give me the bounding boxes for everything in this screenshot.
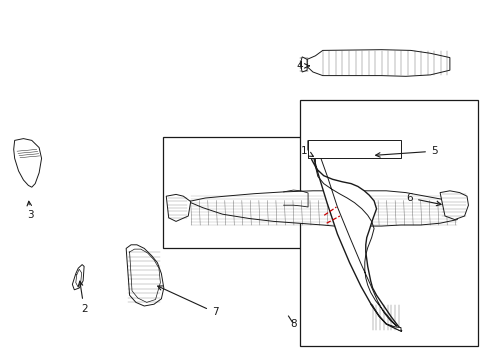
Polygon shape [300,57,306,72]
Polygon shape [439,191,468,220]
Text: 1: 1 [300,146,313,157]
Polygon shape [307,140,400,158]
Bar [163,137,468,248]
Text: 2: 2 [78,281,87,314]
Polygon shape [166,194,190,221]
Text: 7: 7 [157,286,218,318]
Polygon shape [306,50,449,76]
Bar [299,100,477,346]
Polygon shape [126,245,163,306]
Text: 6: 6 [406,193,440,206]
Polygon shape [72,265,84,290]
Text: 5: 5 [375,146,437,157]
Polygon shape [307,140,401,331]
Polygon shape [14,139,41,187]
Polygon shape [370,304,400,331]
Text: 3: 3 [27,201,34,220]
Polygon shape [188,191,459,227]
Text: 4: 4 [296,61,309,71]
Text: 8: 8 [289,319,296,329]
